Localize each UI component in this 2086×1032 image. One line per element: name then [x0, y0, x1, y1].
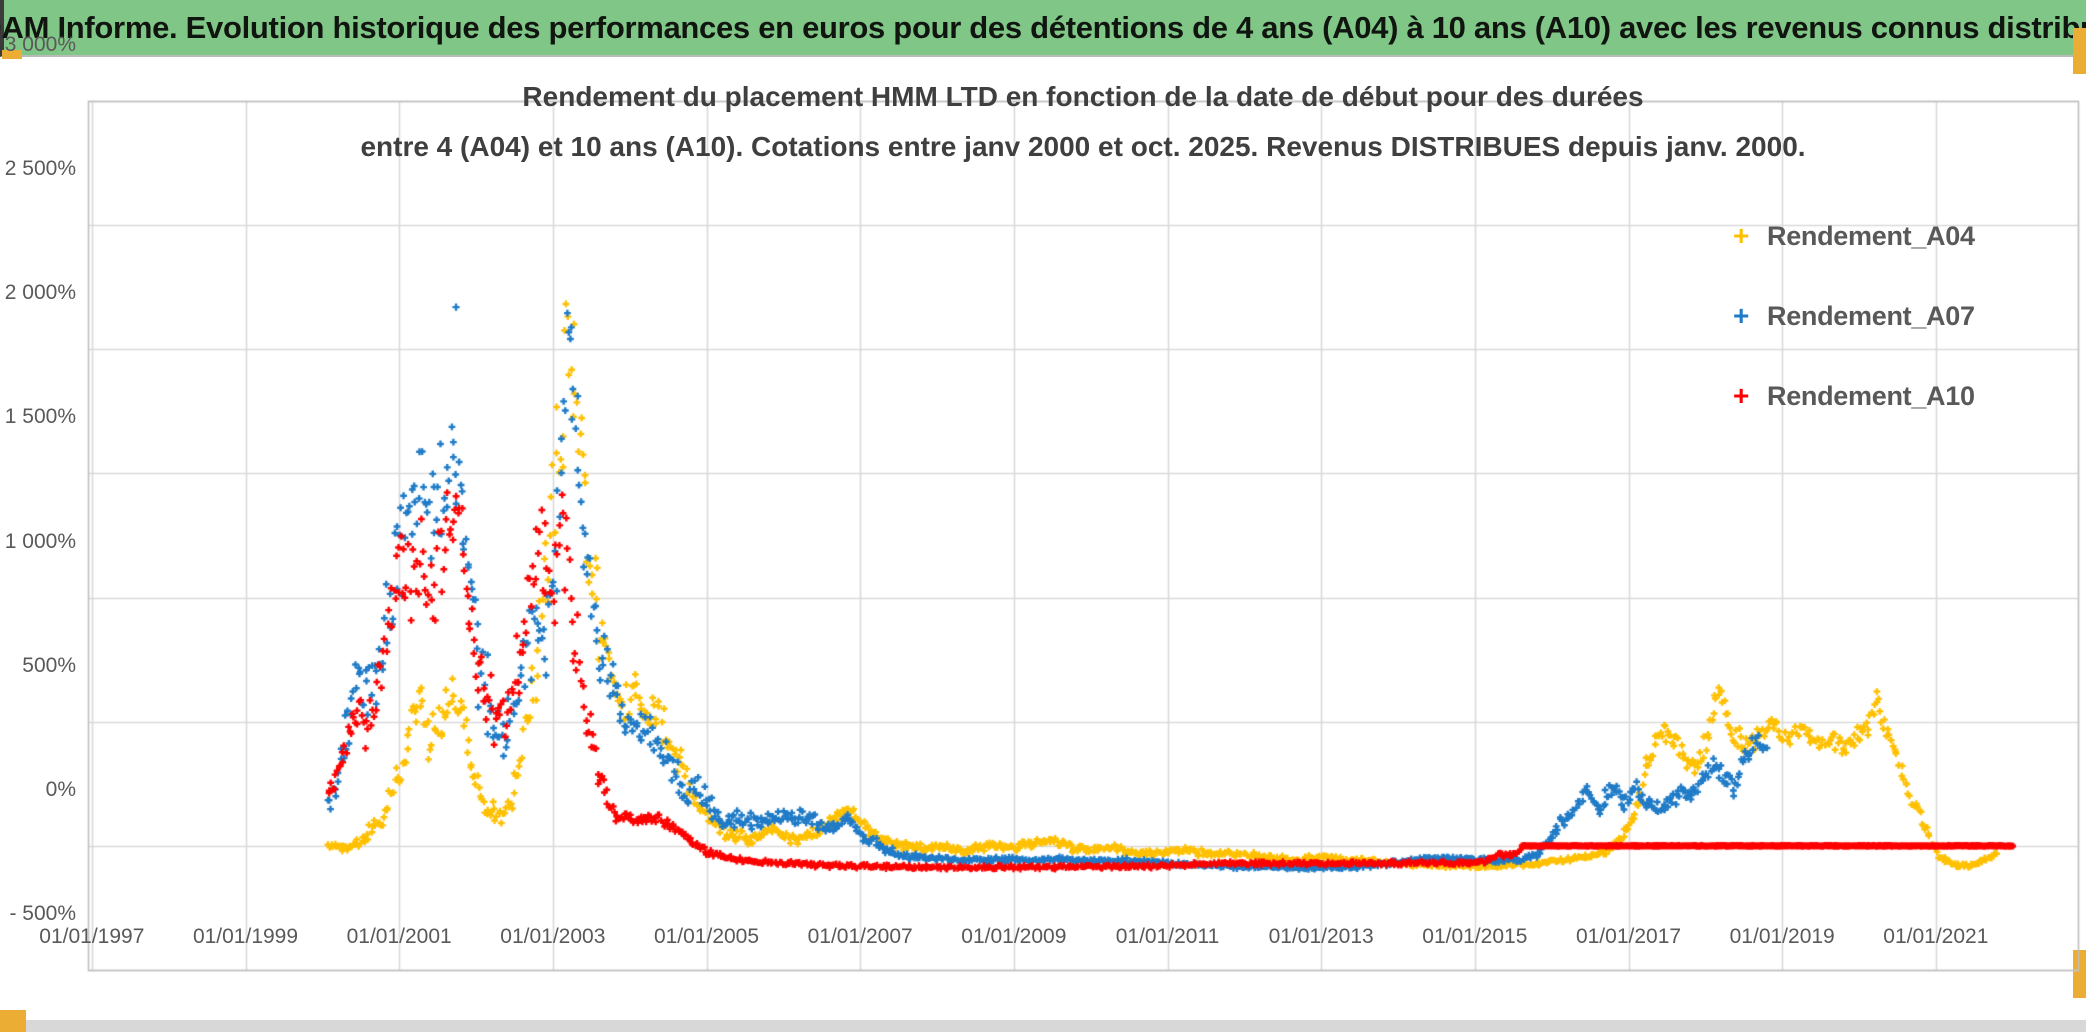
x-axis-tick-label: 01/01/2013 — [1268, 925, 1374, 948]
x-axis-tick-label: 01/01/2007 — [807, 925, 913, 948]
legend-label: Rendement_A10 — [1767, 380, 1975, 411]
x-axis-tick-label: 01/01/2009 — [961, 925, 1067, 948]
x-axis-tick-label: 01/01/1997 — [39, 925, 145, 948]
y-axis-tick-label: 1 000% — [4, 529, 76, 553]
y-axis-tick-label: 3 000% — [4, 33, 76, 56]
chart-legend: + Rendement_A04 + Rendement_A07 + Rendem… — [1733, 196, 1975, 436]
x-axis-tick-label: 01/01/2021 — [1883, 925, 1989, 948]
x-axis-tick-label: 01/01/2019 — [1729, 925, 1835, 948]
x-axis-tick-label: 01/01/2011 — [1115, 925, 1220, 948]
plus-marker-icon: + — [1733, 220, 1750, 251]
y-axis-tick-label: 2 500% — [4, 157, 76, 181]
y-axis-tick-label: 500% — [22, 653, 76, 677]
legend-item-rendement-a07[interactable]: + Rendement_A07 — [1733, 276, 1975, 356]
y-axis-tick-label: - 500% — [9, 902, 76, 925]
y-axis-tick-label: 2 000% — [4, 281, 76, 305]
x-axis-tick-label: 01/01/1999 — [192, 925, 299, 948]
x-axis-tick-label: 01/01/2001 — [346, 925, 452, 948]
legend-label: Rendement_A07 — [1767, 300, 1975, 331]
x-axis-tick-label: 01/01/2005 — [653, 925, 760, 948]
plus-marker-icon: + — [1733, 380, 1750, 411]
x-axis-tick-label: 01/01/2015 — [1422, 925, 1528, 948]
legend-item-rendement-a10[interactable]: + Rendement_A10 — [1733, 356, 1975, 436]
plus-marker-icon: + — [1733, 300, 1750, 331]
legend-item-rendement-a04[interactable]: + Rendement_A04 — [1733, 196, 1975, 276]
legend-label: Rendement_A04 — [1767, 220, 1975, 251]
y-axis-tick-label: 0% — [45, 777, 76, 801]
y-axis-tick-label: 1 500% — [4, 405, 76, 429]
x-axis-tick-label: 01/01/2017 — [1575, 925, 1682, 948]
x-axis-tick-label: 01/01/2003 — [500, 925, 606, 948]
